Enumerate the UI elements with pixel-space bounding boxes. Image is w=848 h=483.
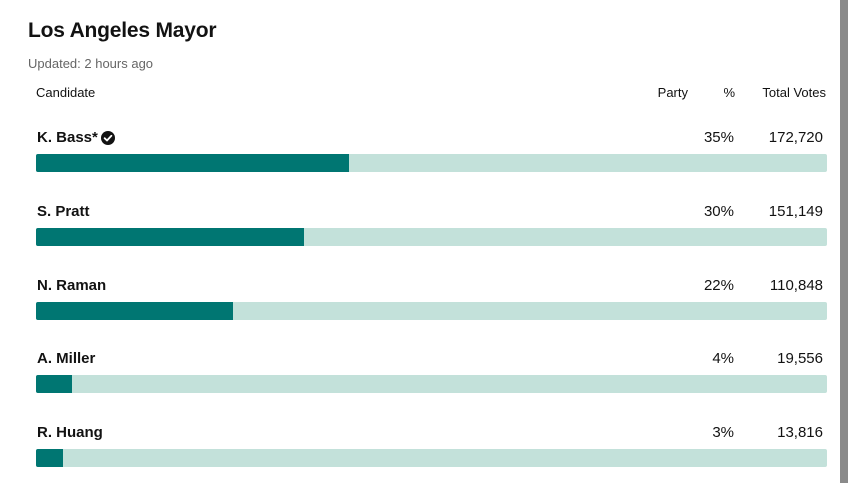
candidate-votes: 110,848	[769, 277, 823, 294]
candidate-votes: 13,816	[777, 424, 823, 441]
candidate-percent: 22%	[703, 277, 734, 294]
vote-bar-track	[36, 154, 827, 172]
vote-bar-fill	[36, 449, 63, 467]
candidate-votes: 19,556	[777, 350, 823, 367]
candidate-name: R. Huang	[37, 423, 103, 443]
page-title: Los Angeles Mayor	[28, 19, 217, 42]
candidate-votes: 172,720	[768, 129, 823, 146]
vote-bar-track	[36, 302, 827, 320]
candidate-name-text: K. Bass*	[37, 129, 98, 146]
column-header-percent: %	[723, 85, 735, 100]
vote-bar-fill	[36, 375, 72, 393]
candidate-percent: 3%	[712, 424, 734, 441]
vote-bar-track	[36, 228, 827, 246]
candidate-name-text: A. Miller	[37, 350, 96, 367]
candidate-percent: 4%	[712, 350, 734, 367]
vote-bar-track	[36, 375, 827, 393]
candidate-votes: 151,149	[768, 203, 823, 220]
candidate-percent: 30%	[703, 203, 734, 220]
candidate-name: N. Raman	[37, 276, 106, 296]
column-header-total-votes: Total Votes	[762, 85, 826, 100]
vote-bar-track	[36, 449, 827, 467]
candidate-row: S. Pratt 30% 151,149	[0, 202, 840, 262]
candidate-percent: 35%	[703, 129, 734, 146]
candidate-row: K. Bass* 35% 172,720	[0, 128, 840, 188]
vote-bar-fill	[36, 154, 349, 172]
vote-bar-fill	[36, 302, 233, 320]
checkmark-circle-icon	[100, 131, 115, 145]
candidate-name-text: R. Huang	[37, 424, 103, 441]
candidate-row: A. Miller 4% 19,556	[0, 349, 840, 409]
candidate-name-text: N. Raman	[37, 277, 107, 294]
column-header-party: Party	[657, 85, 688, 100]
updated-timestamp: Updated: 2 hours ago	[28, 56, 154, 71]
column-header-candidate: Candidate	[36, 85, 96, 100]
candidate-name: S. Pratt	[37, 202, 90, 222]
candidate-row: R. Huang 3% 13,816	[0, 423, 840, 483]
candidate-name: A. Miller	[37, 349, 95, 369]
scrollbar[interactable]	[840, 0, 848, 483]
candidate-name: K. Bass*	[37, 128, 115, 148]
candidate-name-text: S. Pratt	[37, 203, 90, 220]
vote-bar-fill	[36, 228, 304, 246]
candidate-row: N. Raman 22% 110,848	[0, 276, 840, 336]
